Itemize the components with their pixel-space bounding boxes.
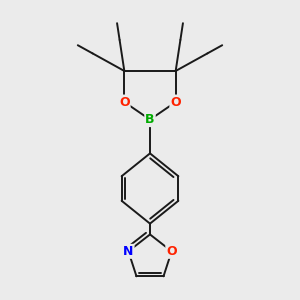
Text: O: O bbox=[166, 245, 177, 258]
Text: B: B bbox=[145, 113, 155, 126]
Text: N: N bbox=[123, 245, 134, 258]
Text: O: O bbox=[170, 95, 181, 109]
Text: O: O bbox=[119, 95, 130, 109]
